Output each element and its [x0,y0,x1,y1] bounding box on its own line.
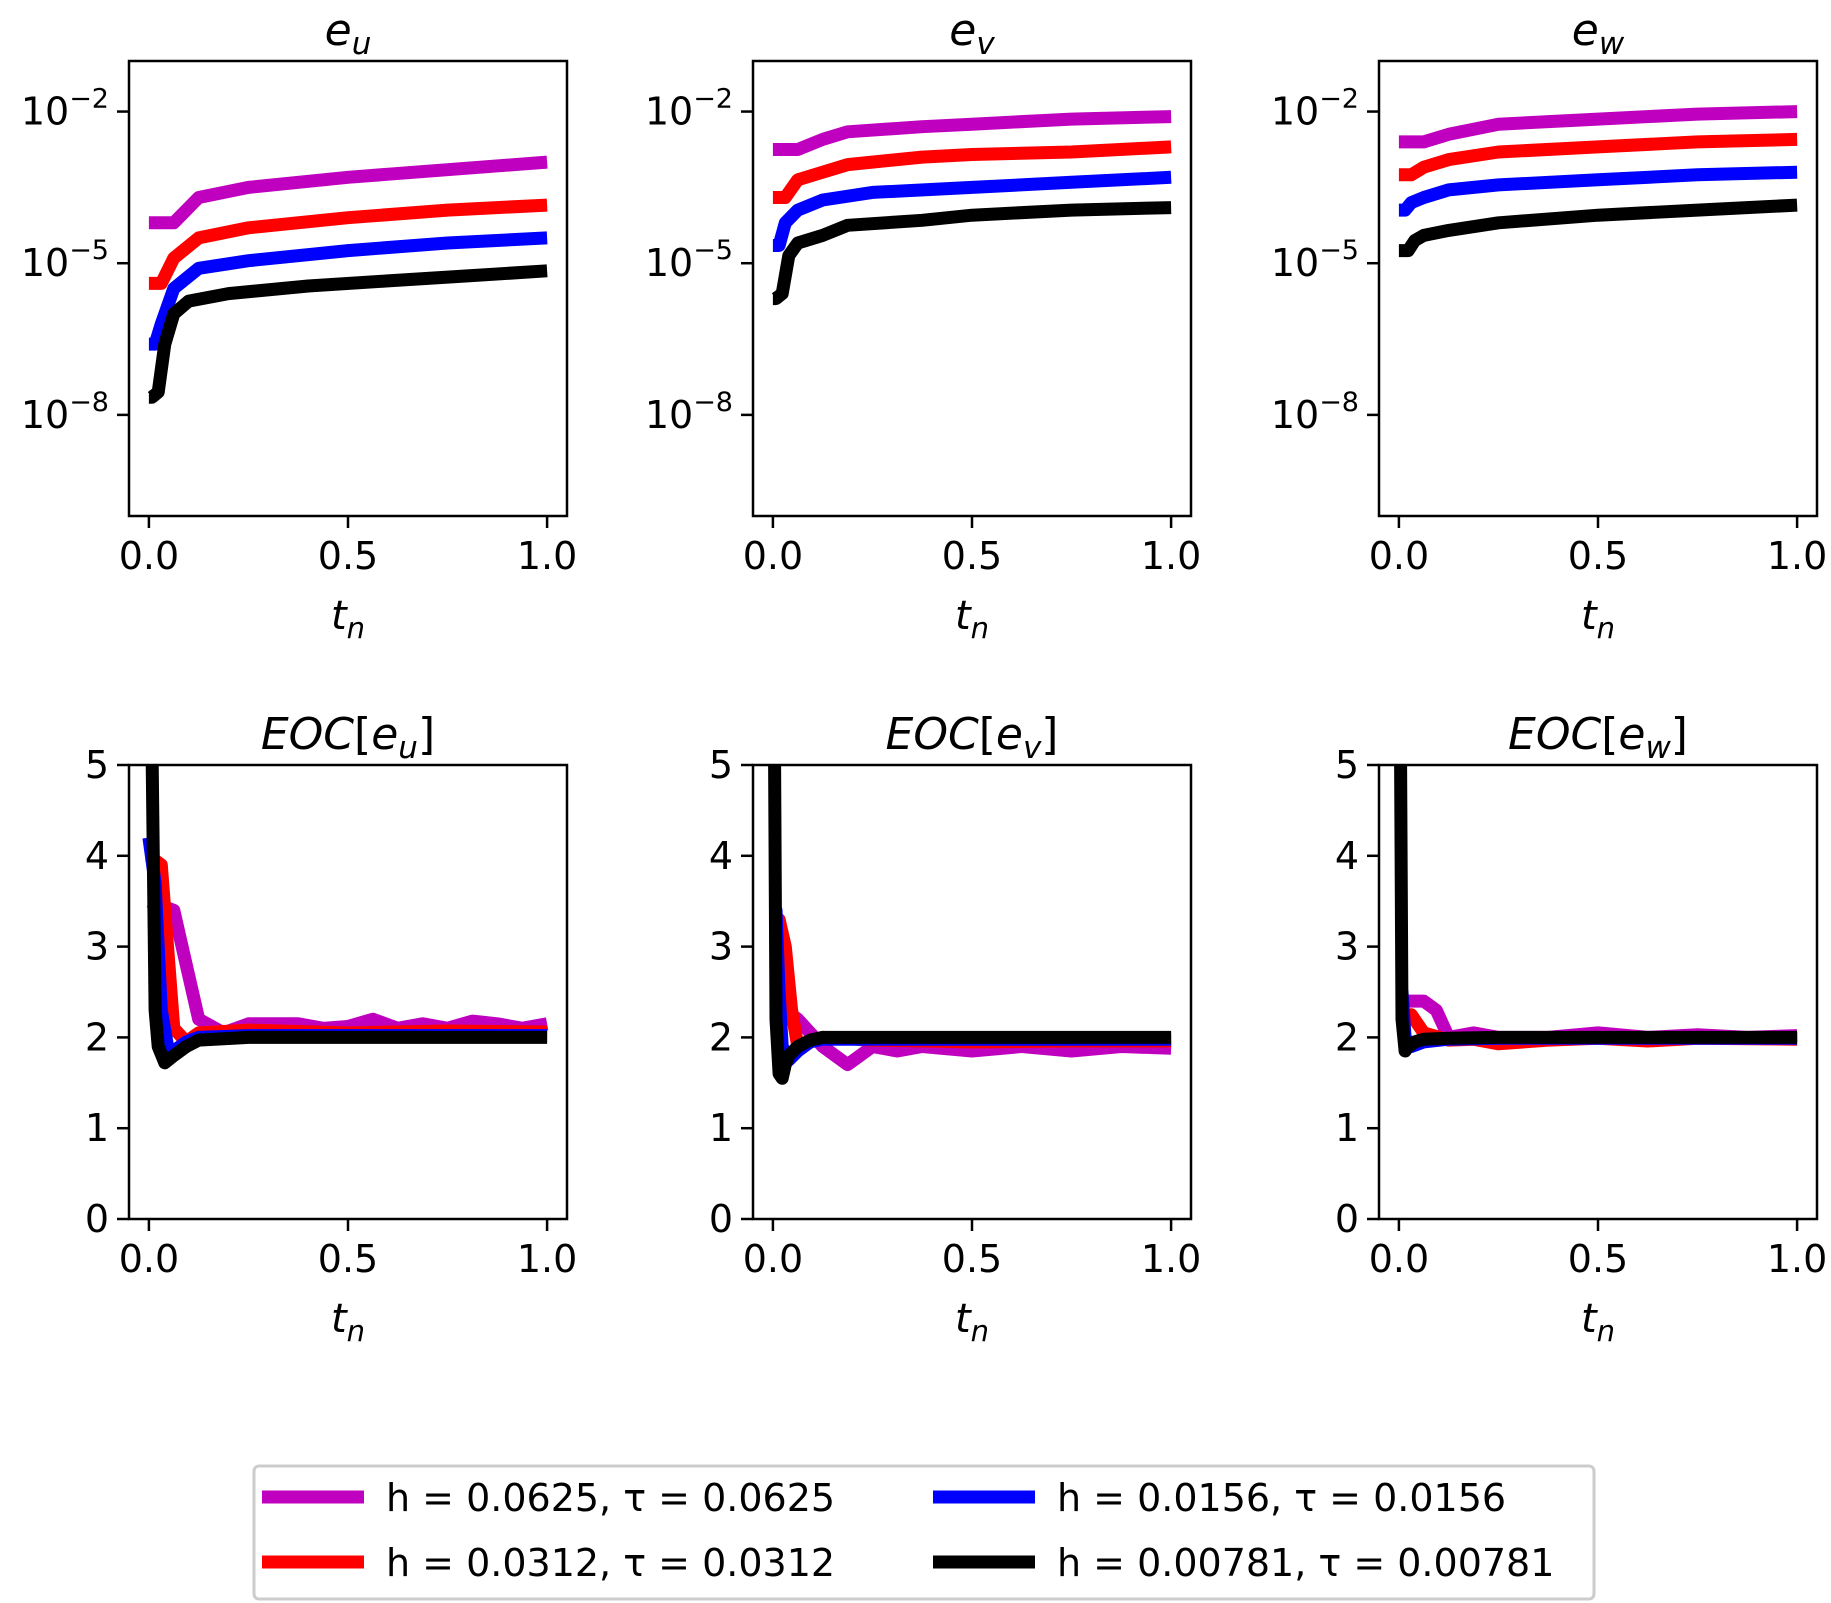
y-tick-label: 10−5 [21,235,109,285]
series-line-1 [772,912,1172,1053]
y-tick-label: 4 [709,834,733,878]
y-tick-label: 0 [1335,1197,1359,1241]
chart-title: ev [949,5,995,62]
x-tick-label: 1.0 [1767,1237,1827,1281]
chart-panel-3: 0.0 0.5 1.0 0 1 2 3 4 5 EOC[eu] tn [85,709,577,1348]
y-tick-label: 10−2 [1271,84,1359,134]
series-group [769,110,1172,306]
x-axis-label: tn [955,1296,989,1348]
series-group [1395,105,1798,258]
y-tick-label: 1 [1335,1106,1359,1150]
legend: h = 0.0625, τ = 0.0625 h = 0.0156, τ = 0… [252,1464,1596,1601]
x-axis-label: tn [331,1296,365,1348]
series-line-2 [1398,165,1798,217]
chart-panel-5: 0.0 0.5 1.0 0 1 2 3 4 5 EOC[ew] tn [1335,709,1827,1348]
series-group [145,155,548,404]
x-tick-label: 0.0 [743,1237,803,1281]
x-tick-label: 0.5 [318,534,378,578]
y-tick-label: 10−8 [21,387,109,437]
chart-panel-0: 0.0 0.5 1.0 10−2 10−5 10−8 eu tn [21,5,577,645]
x-axis-label: tn [331,593,365,645]
y-tick-label: 4 [1335,834,1359,878]
chart-title: EOC[ew] [1508,709,1688,766]
y-tick-label: 0 [85,1197,109,1241]
x-axis-label: tn [955,593,989,645]
chart-panel-2: 0.0 0.5 1.0 10−2 10−5 10−8 ew tn [1271,5,1827,645]
y-tick-label: 10−5 [645,235,733,285]
y-tick-label: 10−5 [1271,235,1359,285]
y-tick-label: 2 [85,1015,109,1059]
y-tick-label: 10−8 [1271,387,1359,437]
series-line-0 [772,110,1172,156]
chart-title: EOC[eu] [261,709,435,766]
y-tick-label: 1 [85,1106,109,1150]
y-tick-label: 2 [709,1015,733,1059]
y-tick-label: 5 [709,743,733,787]
x-tick-label: 0.5 [318,1237,378,1281]
series-group [142,765,549,1070]
x-axis-label: tn [1581,593,1615,645]
series-line-3 [769,201,1172,306]
x-tick-label: 0.0 [119,534,179,578]
chart-title: EOC[ev] [886,709,1059,766]
series-line-0 [1398,105,1798,149]
x-tick-label: 1.0 [517,1237,577,1281]
y-tick-label: 3 [1335,925,1359,969]
legend-frame [252,1464,1596,1601]
axes-frame [1377,763,1819,1221]
series-line-3 [768,765,1172,1085]
x-tick-label: 1.0 [1141,1237,1201,1281]
chart-panel-4: 0.0 0.5 1.0 0 1 2 3 4 5 EOC[ev] tn [709,709,1201,1348]
series-line-2 [772,170,1172,252]
legend-label-2: h = 0.0312, τ = 0.0312 [386,1541,835,1585]
chart-title: eu [325,5,372,62]
y-tick-label: 10−2 [21,84,109,134]
y-tick-label: 10−8 [645,387,733,437]
y-tick-label: 4 [85,834,109,878]
x-tick-label: 1.0 [1141,534,1201,578]
x-tick-label: 0.0 [119,1237,179,1281]
y-tick-label: 5 [85,743,109,787]
legend-label-3: h = 0.00781, τ = 0.00781 [1057,1541,1554,1585]
y-tick-label: 0 [709,1197,733,1241]
y-tick-label: 2 [1335,1015,1359,1059]
legend-label-1: h = 0.0156, τ = 0.0156 [1057,1476,1506,1520]
x-tick-label: 0.5 [942,534,1002,578]
x-tick-label: 0.5 [1568,1237,1628,1281]
y-tick-label: 3 [85,925,109,969]
series-group [1394,765,1798,1058]
series-line-3 [1395,198,1798,258]
series-line-0 [146,895,549,1040]
series-line-3 [145,765,548,1070]
chart-panel-1: 0.0 0.5 1.0 10−2 10−5 10−8 ev tn [645,5,1201,645]
y-tick-label: 5 [1335,743,1359,787]
legend-label-0: h = 0.0625, τ = 0.0625 [386,1476,835,1520]
y-tick-label: 10−2 [645,84,733,134]
series-line-3 [145,264,548,404]
series-line-1 [148,198,548,290]
series-line-0 [148,155,548,230]
series-line-3 [1394,765,1798,1058]
x-axis-label: tn [1581,1296,1615,1348]
series-line-2 [148,231,548,351]
x-tick-label: 0.5 [1568,534,1628,578]
x-tick-label: 0.5 [942,1237,1002,1281]
axes-frame [751,763,1193,1221]
x-tick-label: 0.0 [1369,534,1429,578]
y-tick-label: 1 [709,1106,733,1150]
series-line-1 [772,140,1172,204]
x-tick-label: 1.0 [1767,534,1827,578]
series-line-1 [145,850,548,1049]
x-tick-label: 1.0 [517,534,577,578]
y-tick-label: 3 [709,925,733,969]
series-line-1 [1398,132,1798,182]
chart-title: ew [1572,5,1625,62]
series-group [768,765,1172,1085]
x-tick-label: 0.0 [743,534,803,578]
x-tick-label: 0.0 [1369,1237,1429,1281]
